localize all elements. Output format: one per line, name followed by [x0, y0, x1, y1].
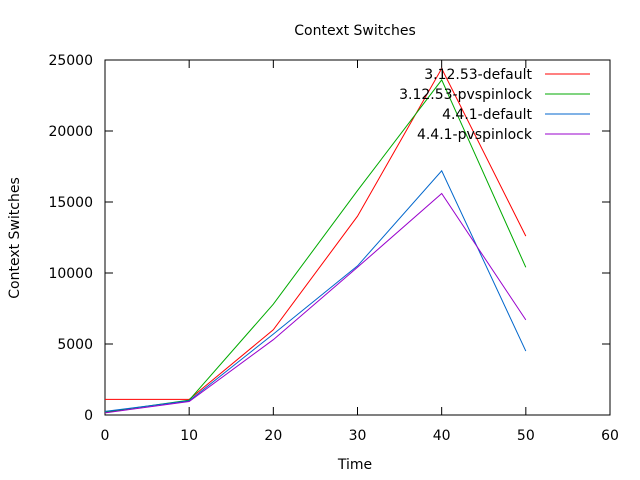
- y-tick-label: 20000: [48, 124, 93, 140]
- x-tick-label: 40: [433, 428, 451, 444]
- x-axis-label: Time: [337, 457, 372, 473]
- x-tick-label: 60: [601, 428, 619, 444]
- y-axis: 0 5000 10000 15000 20000 25000: [48, 53, 610, 424]
- x-tick-label: 30: [349, 428, 367, 444]
- x-tick-label: 20: [264, 428, 282, 444]
- y-axis-label: Context Switches: [7, 177, 23, 299]
- chart-title: Context Switches: [294, 23, 416, 39]
- y-tick-label: 0: [84, 408, 93, 424]
- legend-label: 4.4.1-default: [442, 107, 532, 123]
- series-line-4.4.1-default: [104, 169, 527, 412]
- legend: 3.12.53-default 3.12.53-pvspinlock 4.4.1-d…: [399, 67, 590, 143]
- x-axis: 0 10 20 30 40 50 60: [101, 60, 619, 444]
- x-tick-label: 50: [517, 428, 535, 444]
- series-line-4.4.1-pvspinlock: [104, 192, 527, 414]
- y-tick-label: 10000: [48, 266, 93, 282]
- x-tick-label: 10: [180, 428, 198, 444]
- series-line-3.12.53-default: [105, 67, 527, 400]
- legend-label: 4.4.1-pvspinlock: [417, 127, 533, 143]
- plot-area: [104, 59, 611, 416]
- legend-label: 3.12.53-default: [424, 67, 532, 83]
- x-tick-label: 0: [101, 428, 110, 444]
- y-tick-label: 25000: [48, 53, 93, 69]
- legend-label: 3.12.53-pvspinlock: [399, 87, 533, 103]
- y-tick-label: 15000: [48, 195, 93, 211]
- y-tick-label: 5000: [57, 337, 93, 353]
- series-lines: [104, 67, 527, 414]
